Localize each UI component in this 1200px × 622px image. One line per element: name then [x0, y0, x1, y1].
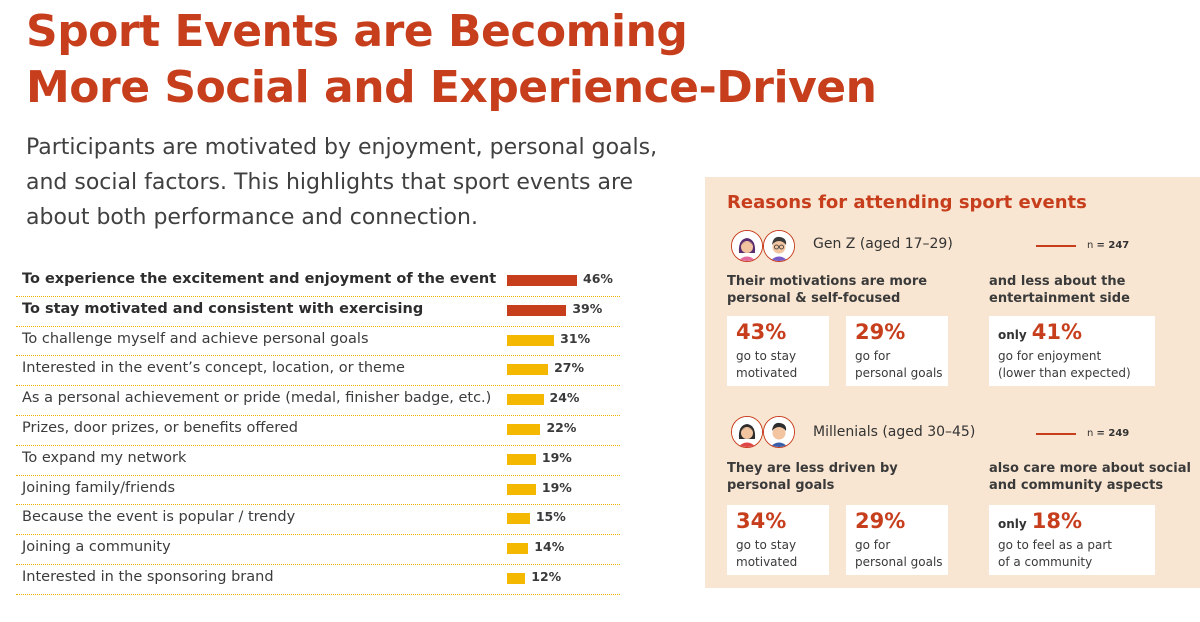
page-title: Sport Events are Becoming More Social an…	[26, 4, 877, 116]
millenials-stat-card-community: only 18% go to feel as a part of a communi…	[989, 505, 1155, 575]
category-label: Interested in the sponsoring brand	[22, 569, 274, 585]
value-label: 46%	[583, 271, 613, 286]
bar	[507, 394, 544, 406]
bar	[507, 424, 541, 435]
bar	[507, 304, 567, 316]
category-label: Joining a community	[22, 539, 171, 556]
category-label: Joining family/friends	[22, 479, 176, 496]
value-label: 12%	[531, 569, 562, 584]
genz-stat-card-enjoyment: only 41% go for enjoyment (lower than expe…	[989, 316, 1155, 386]
value-label: 14%	[534, 539, 565, 555]
panel-title: Reasons for attending sport events	[727, 192, 1087, 213]
chart-row: Because the event is popular / trendy 15%	[16, 504, 620, 536]
value-label: 31%	[560, 330, 591, 346]
category-label: To challenge myself and achieve personal…	[22, 330, 369, 347]
genz-stat-card-goals: 29% go for personal goals	[846, 316, 948, 386]
category-label: To stay motivated and consistent with ex…	[22, 300, 424, 317]
chart-row: As a personal achievement or pride (meda…	[16, 385, 620, 416]
stat-prefix: only	[998, 517, 1027, 531]
stat-text: go to stay motivated	[736, 538, 798, 569]
stat-text: go to stay motivated	[736, 349, 798, 380]
millenials-label: Millenials (aged 30–45)	[813, 424, 976, 440]
category-label: Because the event is popular / trendy	[22, 509, 296, 526]
value-label: 27%	[554, 360, 584, 376]
value-label: 19%	[541, 449, 572, 465]
title-line-2: More Social and Experience-Driven	[26, 62, 877, 113]
genz-label: Gen Z (aged 17–29)	[813, 236, 953, 252]
stat-percent: 34%	[736, 509, 787, 533]
value-label: 19%	[541, 479, 572, 495]
chart-row: Interested in the sponsoring brand 12%	[16, 564, 620, 595]
genz-female-avatar-icon	[731, 230, 763, 262]
stat-percent: 43%	[736, 320, 787, 344]
genz-right-description: and less about the entertainment side	[989, 274, 1130, 306]
category-label: Interested in the event’s concept, locat…	[22, 360, 405, 377]
millenials-male-avatar-icon	[763, 416, 795, 448]
value-label: 15%	[535, 509, 566, 525]
stat-prefix: only	[998, 328, 1027, 342]
bar	[507, 275, 577, 286]
subtitle-line-3: about both performance and connection.	[26, 205, 478, 230]
category-label: To expand my network	[22, 449, 187, 466]
chart-row: To stay motivated and consistent with ex…	[16, 296, 620, 327]
value-label: 39%	[572, 300, 603, 316]
stat-percent: 41%	[1031, 320, 1082, 344]
category-label: Prizes, door prizes, or benefits offered	[22, 420, 299, 436]
millenials-sample-size: n = 249	[1087, 428, 1130, 439]
chart-row: Prizes, door prizes, or benefits offered…	[16, 415, 620, 446]
millenials-female-avatar-icon	[731, 416, 763, 448]
chart-row: Joining a community 14%	[16, 534, 620, 565]
title-line-1: Sport Events are Becoming	[26, 6, 688, 57]
bar	[507, 334, 555, 346]
genz-left-description: Their motivations are more personal & sel…	[727, 274, 928, 306]
chart-row: Joining family/friends 19%	[16, 475, 620, 506]
subtitle-line-1: Participants are motivated by enjoyment,…	[26, 135, 658, 160]
chart-row: Interested in the event’s concept, locat…	[16, 355, 620, 387]
bar	[507, 513, 530, 525]
stat-text: go for personal goals	[855, 538, 943, 569]
page-subtitle: Participants are motivated by enjoyment,…	[26, 130, 716, 235]
stat-text: go to feel as a part of a community	[998, 538, 1112, 569]
millenials-right-description: also care more about social and community…	[989, 461, 1191, 493]
chart-row: To challenge myself and achieve personal…	[16, 326, 620, 357]
genz-stat-card-motivated: 43% go to stay motivated	[727, 316, 829, 386]
genz-legend-line	[1036, 245, 1076, 247]
genz-male-avatar-icon	[763, 230, 795, 262]
reasons-panel: Reasons for attending sport events Gen Z…	[705, 177, 1200, 588]
bar	[507, 453, 536, 465]
bar	[507, 543, 529, 555]
millenials-legend-line	[1036, 433, 1076, 435]
millenials-left-description: They are less driven by personal goals	[727, 461, 898, 493]
chart-row: To expand my network 19%	[16, 445, 620, 476]
bar	[507, 573, 526, 584]
category-label: As a personal achievement or pride (meda…	[22, 390, 492, 407]
stat-percent: 29%	[855, 320, 906, 344]
millenials-stat-card-motivated: 34% go to stay motivated	[727, 505, 829, 575]
stat-percent: 29%	[855, 509, 906, 533]
subtitle-line-2: and social factors. This highlights that…	[26, 170, 634, 195]
stat-percent: 18%	[1031, 509, 1082, 533]
genz-sample-size: n = 247	[1087, 240, 1130, 251]
stat-text: go for personal goals	[855, 349, 943, 380]
millenials-stat-card-goals: 29% go for personal goals	[846, 505, 948, 575]
bar	[507, 364, 549, 376]
stat-text: go for enjoyment (lower than expected)	[998, 349, 1131, 380]
category-label: To experience the excitement and enjoyme…	[22, 271, 497, 287]
value-label: 24%	[549, 390, 580, 406]
bar	[507, 483, 536, 495]
chart-row: To experience the excitement and enjoyme…	[16, 266, 620, 297]
value-label: 22%	[546, 420, 577, 435]
motivation-bar-chart: To experience the excitement and enjoyme…	[16, 266, 626, 596]
